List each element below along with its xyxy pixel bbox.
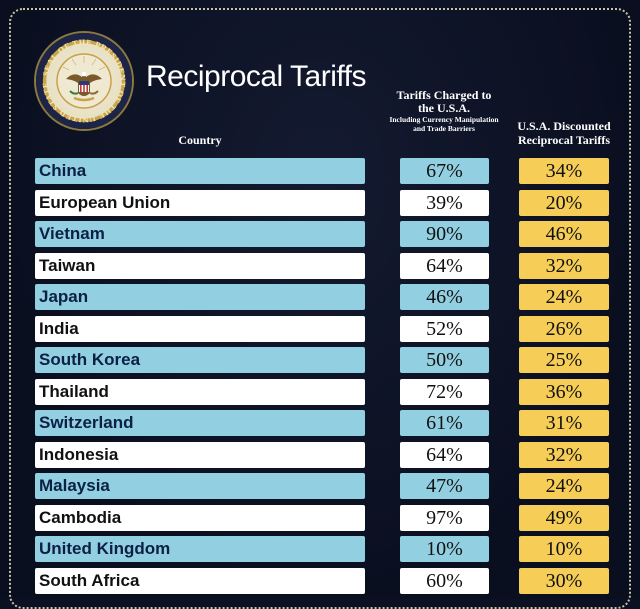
discounted-tariff-cell: 26%: [519, 316, 609, 342]
country-cell: China: [35, 158, 365, 184]
discounted-tariff-cell: 25%: [519, 347, 609, 373]
discounted-tariff-cell: 30%: [519, 568, 609, 594]
discounted-tariff-cell: 10%: [519, 536, 609, 562]
country-cell: Switzerland: [35, 410, 365, 436]
tariff-charged-cell: 67%: [400, 158, 489, 184]
column-header-tariffs-charged-title: Tariffs Charged to the U.S.A.: [396, 88, 492, 115]
tariff-charged-cell: 60%: [400, 568, 489, 594]
discounted-tariff-cell: 49%: [519, 505, 609, 531]
discounted-tariff-cell: 24%: [519, 473, 609, 499]
tariff-charged-cell: 97%: [400, 505, 489, 531]
tariff-charged-cell: 61%: [400, 410, 489, 436]
country-cell: United Kingdom: [35, 536, 365, 562]
tariff-charged-cell: 72%: [400, 379, 489, 405]
tariff-charged-cell: 90%: [400, 221, 489, 247]
country-cell: Vietnam: [35, 221, 365, 247]
discounted-tariff-cell: 20%: [519, 190, 609, 216]
tariff-charged-cell: 46%: [400, 284, 489, 310]
discounted-tariff-cell: 46%: [519, 221, 609, 247]
discounted-tariff-cell: 24%: [519, 284, 609, 310]
tariff-charged-cell: 64%: [400, 442, 489, 468]
country-cell: European Union: [35, 190, 365, 216]
column-header-discounted-tariffs: U.S.A. Discounted Reciprocal Tariffs: [517, 119, 611, 147]
country-cell: Indonesia: [35, 442, 365, 468]
tariff-charged-cell: 64%: [400, 253, 489, 279]
discounted-tariff-cell: 31%: [519, 410, 609, 436]
country-cell: Malaysia: [35, 473, 365, 499]
country-cell: Taiwan: [35, 253, 365, 279]
tariff-charged-cell: 10%: [400, 536, 489, 562]
column-header-tariffs-charged: Tariffs Charged to the U.S.A. Including …: [388, 88, 500, 134]
column-header-country: Country: [178, 133, 222, 147]
country-cell: Japan: [35, 284, 365, 310]
country-cell: Thailand: [35, 379, 365, 405]
tariff-charged-cell: 52%: [400, 316, 489, 342]
presidential-seal-logo: SEAL OF THE PRESIDENT OF THE UNITED STAT…: [36, 33, 132, 129]
tariff-charged-cell: 39%: [400, 190, 489, 216]
country-cell: Cambodia: [35, 505, 365, 531]
page-title: Reciprocal Tariffs: [146, 60, 366, 93]
discounted-tariff-cell: 32%: [519, 442, 609, 468]
tariff-charged-cell: 50%: [400, 347, 489, 373]
discounted-tariff-cell: 34%: [519, 158, 609, 184]
country-cell: South Korea: [35, 347, 365, 373]
country-cell: India: [35, 316, 365, 342]
discounted-tariff-cell: 32%: [519, 253, 609, 279]
country-cell: South Africa: [35, 568, 365, 594]
tariff-charged-cell: 47%: [400, 473, 489, 499]
discounted-tariff-cell: 36%: [519, 379, 609, 405]
column-header-tariffs-charged-subtitle: Including Currency Manipulation and Trad…: [389, 115, 499, 133]
